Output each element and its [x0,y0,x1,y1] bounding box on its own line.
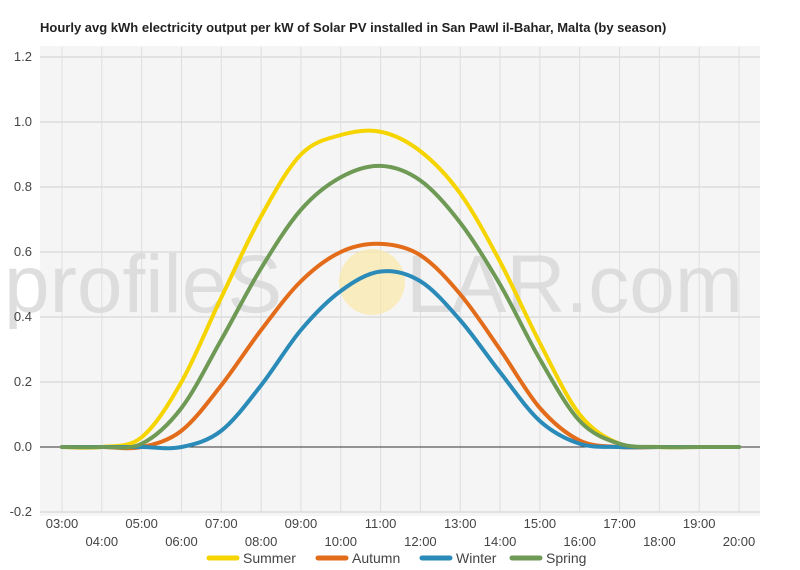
x-tick-label: 18:00 [643,534,676,549]
watermark-text-right: LAR.com [406,239,743,330]
y-tick-label: 1.0 [14,114,32,129]
x-tick-label: 16:00 [563,534,596,549]
axis-layer: -0.2 0.0 0.2 0.4 0.6 0.8 1.0 1.2 03:00 04:00 05:00… [10,49,760,549]
x-tick-label: 05:00 [125,516,158,531]
x-tick-label: 20:00 [723,534,756,549]
x-tick-label: 17:00 [603,516,636,531]
x-tick-label: 14:00 [484,534,517,549]
x-tick-label: 08:00 [245,534,278,549]
x-tick-label: 06:00 [165,534,198,549]
x-tick-label: 04:00 [86,534,119,549]
legend: Summer Autumn Winter Spring [206,550,586,566]
x-tick-label: 19:00 [683,516,716,531]
watermark-text-left: profileS [4,239,282,330]
legend-label-summer: Summer [243,550,296,566]
legend-label-winter: Winter [456,550,497,566]
watermark-sun-icon [339,249,405,315]
y-tick-label: 0.2 [14,374,32,389]
y-tick-label: 0.6 [14,244,32,259]
x-tick-label: 13:00 [444,516,477,531]
x-tick-label: 15:00 [524,516,557,531]
grid-layer [40,47,760,513]
series-line-spring [60,163,741,450]
y-tick-label: 1.2 [14,49,32,64]
x-tick-label: 11:00 [365,516,397,531]
chart-title: Hourly avg kWh electricity output per kW… [40,20,667,35]
y-tick-label: 0.0 [14,439,32,454]
legend-label-spring: Spring [546,550,586,566]
y-tick-label: 0.8 [14,179,32,194]
x-tick-label: 09:00 [285,516,318,531]
x-tick-label: 10:00 [324,534,357,549]
y-tick-label: -0.2 [10,504,32,519]
series-line-winter [60,269,741,451]
y-tick-label: 0.4 [14,309,32,324]
x-tick-label: 07:00 [205,516,238,531]
legend-label-autumn: Autumn [352,550,400,566]
series-layer [60,128,741,451]
x-tick-label: 03:00 [46,516,79,531]
x-tick-label: 12:00 [404,534,437,549]
